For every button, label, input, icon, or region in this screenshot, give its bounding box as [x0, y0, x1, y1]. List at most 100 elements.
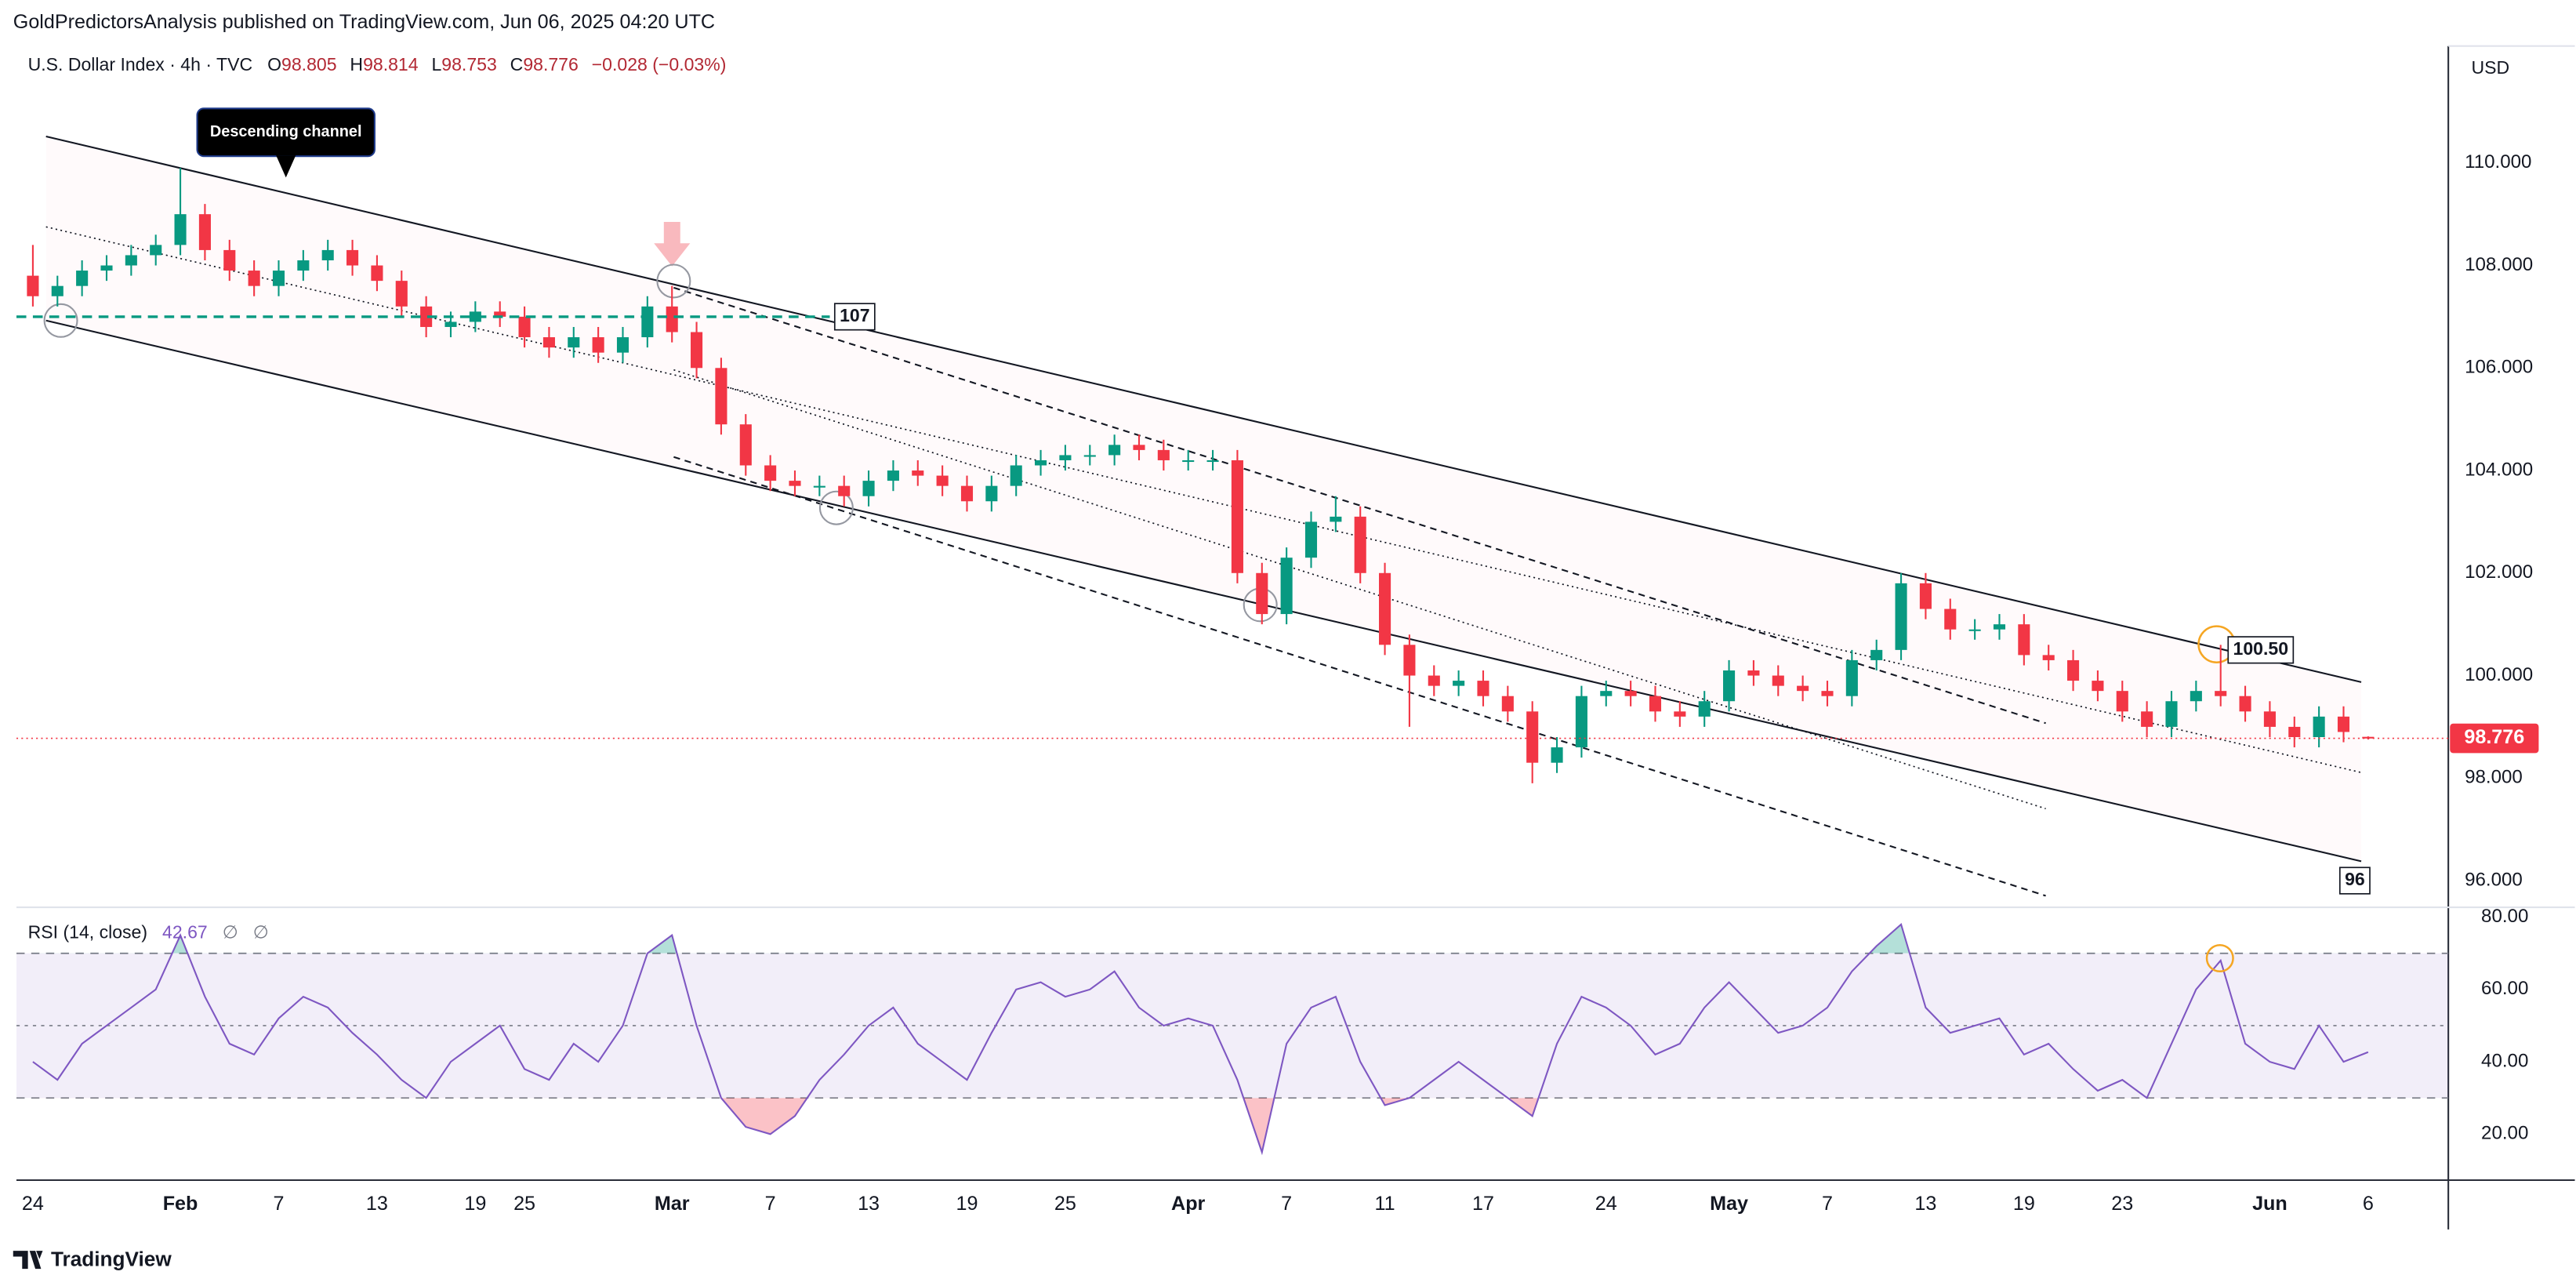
candle-body	[1870, 649, 1883, 660]
last-price-box	[2450, 723, 2539, 754]
rsi-line	[32, 922, 2369, 1156]
x-tick-label: 7	[1281, 1193, 1292, 1215]
candle-body	[1379, 572, 1391, 645]
x-tick-label: 13	[858, 1193, 880, 1215]
level-box	[833, 303, 876, 331]
candle-body	[2288, 726, 2301, 737]
candle-body	[2141, 711, 2153, 727]
symbol-header: U.S. Dollar Index · 4h · TVC O98.805 H98…	[28, 54, 727, 74]
candle-body	[1723, 670, 1736, 702]
candle-body	[616, 337, 629, 353]
candle-body	[469, 311, 481, 322]
candle-body	[1182, 460, 1195, 463]
x-tick-label: 24	[22, 1193, 44, 1215]
ohlc-key: C	[510, 54, 524, 74]
x-tick-label: May	[1710, 1193, 1748, 1215]
candle-body	[346, 249, 359, 266]
x-tick-label: 25	[1054, 1193, 1076, 1215]
candle-body	[395, 281, 408, 307]
arrow-marker	[654, 221, 691, 267]
x-tick-label: 7	[274, 1193, 285, 1215]
rsi-header: RSI (14, close) 42.67 ∅ ∅	[28, 922, 269, 943]
rsi-tick-label: 40.00	[2481, 1050, 2528, 1071]
candle-body	[764, 465, 777, 481]
candle-body	[2116, 691, 2128, 712]
x-tick-label: Jun	[2252, 1193, 2288, 1215]
inner-channel-upper	[673, 286, 2046, 725]
ohlc-value: 98.753	[441, 54, 497, 74]
y-tick-label: 102.000	[2465, 561, 2533, 583]
ohlc-value: 98.776	[523, 54, 579, 74]
publisher: GoldPredictorsAnalysis published on Trad…	[13, 11, 715, 33]
candle-body	[739, 424, 752, 466]
candle-body	[936, 475, 949, 486]
inner-channel-lower	[673, 456, 2046, 897]
candle-body	[150, 245, 162, 256]
candle-body	[1993, 624, 2006, 630]
x-tick-label: 25	[513, 1193, 535, 1215]
candle-body	[174, 214, 187, 245]
candle-body	[1108, 445, 1121, 456]
y-tick-label: 108.000	[2465, 254, 2533, 275]
candle-body	[1821, 691, 1834, 696]
candle-body	[1698, 701, 1711, 717]
candle-body	[985, 485, 998, 502]
level-label: 107	[840, 305, 869, 325]
rsi-value: 42.67	[162, 922, 208, 943]
footer-logo: TradingView	[13, 1248, 172, 1271]
candle-body	[2165, 701, 2178, 727]
candle-body	[1403, 645, 1416, 676]
channel-upper	[45, 135, 2362, 683]
candle-body	[1600, 691, 1613, 696]
candle-body	[198, 214, 211, 250]
inner-channel-middle	[673, 369, 2046, 810]
rsi-tick-label: 80.00	[2481, 906, 2528, 927]
candle-body	[51, 285, 63, 296]
candle-body	[272, 271, 285, 286]
channel-drawings	[43, 135, 2362, 897]
channel-middle	[45, 226, 2362, 773]
candle-body	[813, 485, 825, 488]
candle-body	[715, 368, 727, 425]
candle-body	[2215, 691, 2227, 696]
candle-body	[887, 470, 899, 481]
x-tick-label: 24	[1595, 1193, 1617, 1215]
candle-body	[1231, 460, 1243, 573]
candle-body	[1035, 460, 1047, 466]
rsi-tick-label: 60.00	[2481, 978, 2528, 999]
x-tick-label: Apr	[1171, 1193, 1206, 1215]
level-label: 96	[2345, 869, 2365, 889]
x-tick-label: 11	[1375, 1193, 1395, 1215]
candle-body	[1477, 681, 1489, 696]
callout-tail	[276, 155, 296, 178]
ohlc-key: H	[350, 54, 363, 74]
candle-body	[1575, 696, 1587, 748]
candle-body	[2337, 716, 2350, 732]
candle-body	[838, 485, 851, 496]
candle-body	[100, 265, 113, 271]
candle-body	[371, 265, 383, 282]
rsi-circle	[2205, 943, 2234, 973]
candle-body	[2018, 624, 2030, 656]
oversold-fill	[426, 1098, 2147, 1153]
ohlc-value: 98.814	[363, 54, 419, 74]
x-tick-label: 13	[366, 1193, 388, 1215]
candle-body	[1747, 670, 1760, 676]
candle-body	[1526, 711, 1539, 763]
touch-circle	[656, 263, 691, 299]
candle-body	[1059, 455, 1072, 460]
x-tick-label: 17	[1472, 1193, 1494, 1215]
candle-body	[297, 260, 310, 271]
y-tick-label: 100.000	[2465, 664, 2533, 685]
ohlc-key: L	[431, 54, 441, 74]
candle-body	[1083, 455, 1096, 457]
ohlc-value: 98.805	[281, 54, 337, 74]
candle-body	[518, 316, 531, 338]
candle-body	[248, 271, 260, 286]
candle-body	[2239, 696, 2251, 712]
y-tick-label: 110.000	[2465, 151, 2531, 173]
rsi-tick-label: 20.00	[2481, 1123, 2528, 1144]
candle-body	[1280, 558, 1293, 615]
